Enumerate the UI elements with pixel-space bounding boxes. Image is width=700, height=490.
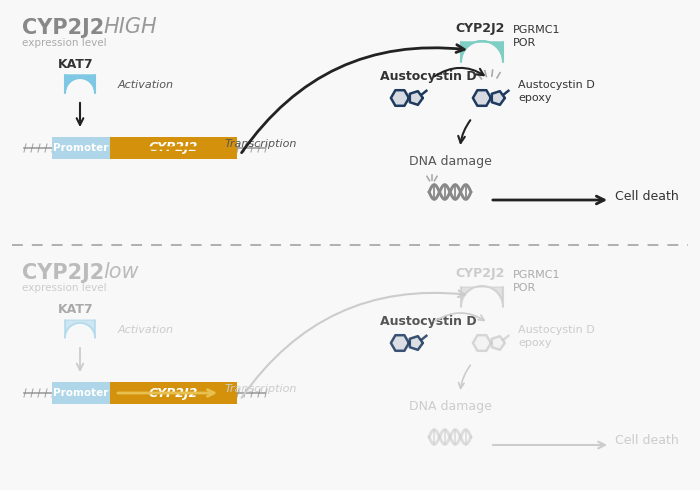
Text: Activation: Activation xyxy=(118,80,174,90)
FancyBboxPatch shape xyxy=(110,137,237,159)
Text: low: low xyxy=(103,262,139,282)
Polygon shape xyxy=(492,91,505,105)
Text: Cell death: Cell death xyxy=(615,435,679,447)
Polygon shape xyxy=(473,90,491,106)
Text: PGRMC1
POR: PGRMC1 POR xyxy=(513,25,561,48)
Text: Austocystin D: Austocystin D xyxy=(380,315,477,328)
Text: Activation: Activation xyxy=(118,325,174,335)
Text: Transcription: Transcription xyxy=(225,139,298,149)
Polygon shape xyxy=(473,335,491,351)
Polygon shape xyxy=(391,90,409,106)
Text: DNA damage: DNA damage xyxy=(409,400,491,413)
Polygon shape xyxy=(461,286,503,307)
Text: CYP2J2: CYP2J2 xyxy=(22,18,104,38)
Text: Promoter: Promoter xyxy=(53,388,108,398)
FancyBboxPatch shape xyxy=(52,382,110,404)
Text: CYP2J2: CYP2J2 xyxy=(149,387,198,399)
Text: Austocystin D
epoxy: Austocystin D epoxy xyxy=(518,80,595,103)
Polygon shape xyxy=(461,41,503,62)
Text: Cell death: Cell death xyxy=(615,190,679,202)
Text: CYP2J2: CYP2J2 xyxy=(455,22,505,35)
Text: PGRMC1
POR: PGRMC1 POR xyxy=(513,270,561,293)
Text: KAT7: KAT7 xyxy=(58,58,94,71)
Text: KAT7: KAT7 xyxy=(58,303,94,316)
FancyBboxPatch shape xyxy=(110,382,237,404)
Text: DNA damage: DNA damage xyxy=(409,155,491,168)
FancyBboxPatch shape xyxy=(0,0,700,245)
Text: CYP2J2: CYP2J2 xyxy=(22,263,104,283)
Polygon shape xyxy=(391,335,409,351)
FancyBboxPatch shape xyxy=(52,137,110,159)
Polygon shape xyxy=(410,336,423,350)
Text: Promoter: Promoter xyxy=(53,143,108,153)
Text: CYP2J2: CYP2J2 xyxy=(149,142,198,154)
Text: CYP2J2: CYP2J2 xyxy=(455,267,505,280)
Polygon shape xyxy=(492,336,505,350)
Polygon shape xyxy=(65,75,95,93)
FancyBboxPatch shape xyxy=(0,245,700,490)
Text: Austocystin D: Austocystin D xyxy=(380,70,477,83)
Text: expression level: expression level xyxy=(22,38,106,48)
Text: Transcription: Transcription xyxy=(225,384,298,394)
Text: HIGH: HIGH xyxy=(103,17,157,37)
Polygon shape xyxy=(65,320,95,338)
Polygon shape xyxy=(410,91,423,105)
Text: Austocystin D
epoxy: Austocystin D epoxy xyxy=(518,325,595,348)
Text: expression level: expression level xyxy=(22,283,106,293)
